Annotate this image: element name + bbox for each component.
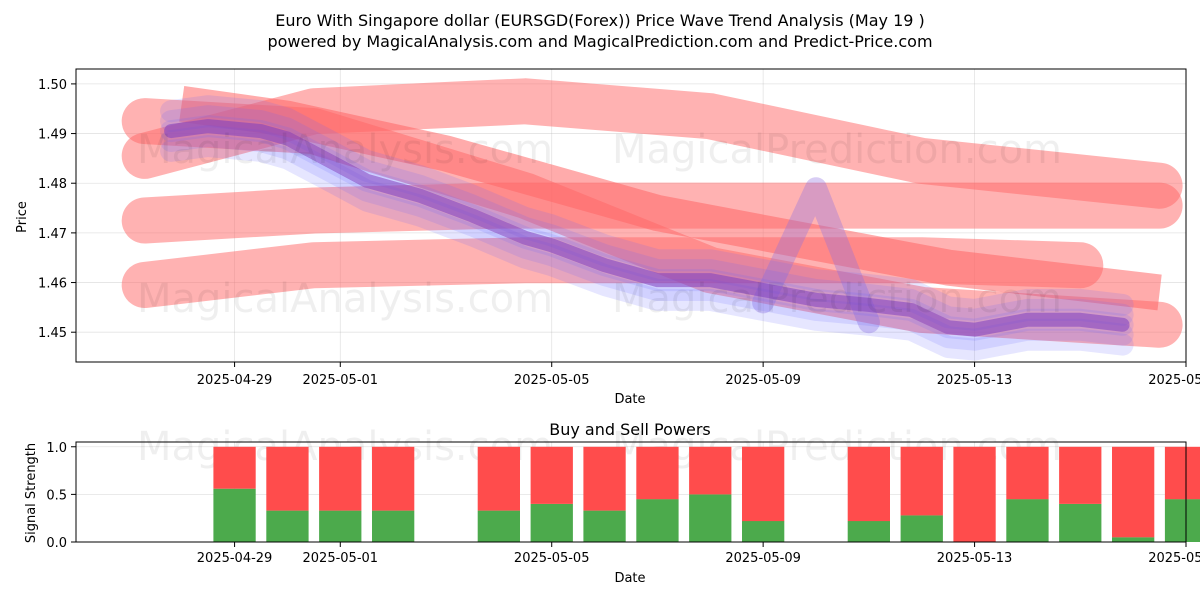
signal-y-axis: 0.0 0.5 1.0 — [46, 441, 76, 551]
price-wave-band — [160, 135, 1134, 361]
sell-bar — [266, 446, 309, 511]
signal-x-axis: 2025-04-29 2025-05-01 2025-05-05 2025-05-09… — [197, 542, 1200, 566]
sell-bar — [319, 446, 362, 511]
sell-bar — [213, 446, 256, 489]
price-wave-band — [160, 125, 1134, 351]
y-tick-label: 0.0 — [46, 536, 67, 551]
x-tick-label: 2025-05-09 — [725, 373, 801, 388]
price-y-axis: 1.45 1.46 1.47 1.48 1.49 1.50 — [38, 78, 76, 341]
buy-bar — [742, 521, 785, 542]
buy-bar — [1112, 537, 1155, 542]
x-tick-label: 2025-05-05 — [514, 551, 590, 566]
x-tick-label: 2025-05-13 — [937, 373, 1013, 388]
price-x-label: Date — [614, 392, 645, 407]
x-tick-label: 2025-05-05 — [514, 373, 590, 388]
sell-bar — [477, 446, 520, 511]
watermark-prediction: MagicalPrediction.com — [612, 276, 1062, 322]
wave-spike — [752, 177, 880, 334]
price-series — [160, 95, 1134, 361]
sell-bar — [1164, 446, 1200, 500]
y-tick-label: 0.5 — [46, 488, 67, 503]
chart-title-line1: Euro With Singapore dollar (EURSGD(Forex… — [275, 11, 925, 30]
buy-bar — [583, 510, 626, 542]
price-line — [164, 119, 1130, 337]
buy-bar — [1059, 503, 1102, 542]
sell-bar — [1059, 446, 1102, 504]
buy-bar — [372, 510, 415, 542]
buy-bar — [319, 510, 362, 542]
watermark-analysis: MagicalAnalysis.com — [137, 127, 553, 173]
price-chart: MagicalAnalysis.com MagicalPrediction.co… — [15, 68, 1200, 407]
sell-bar — [689, 446, 732, 495]
price-chart-frame — [75, 68, 1187, 363]
sell-bar — [1112, 446, 1155, 538]
buy-bar — [213, 488, 256, 542]
price-y-label: Price — [15, 201, 30, 233]
buy-bar — [900, 515, 943, 542]
y-tick-label: 1.45 — [38, 326, 67, 341]
sell-bar — [583, 446, 626, 511]
x-tick-label: 2025-05-01 — [303, 373, 379, 388]
sell-bar — [900, 446, 943, 516]
x-tick-label: 2025-05-17 — [1148, 551, 1200, 566]
sell-bar — [847, 446, 890, 522]
y-tick-label: 1.46 — [38, 277, 67, 292]
price-wave-band — [160, 95, 1134, 321]
sell-bar — [742, 446, 785, 522]
buy-bar — [266, 510, 309, 542]
x-tick-label: 2025-04-29 — [197, 551, 273, 566]
signal-bars — [213, 446, 1200, 542]
signal-x-label: Date — [614, 571, 645, 586]
x-tick-label: 2025-05-01 — [303, 551, 379, 566]
sell-bar — [636, 446, 679, 500]
chart-title-line2: powered by MagicalAnalysis.com and Magic… — [267, 32, 932, 51]
y-tick-label: 1.48 — [38, 177, 67, 192]
signal-y-label: Signal Strength — [24, 443, 39, 543]
x-tick-label: 2025-05-13 — [937, 551, 1013, 566]
signal-chart-title: Buy and Sell Powers — [549, 420, 711, 439]
buy-bar — [1006, 499, 1049, 542]
watermark-analysis: MagicalAnalysis.com — [137, 276, 553, 322]
y-tick-label: 1.0 — [46, 441, 67, 456]
y-tick-label: 1.50 — [38, 78, 67, 93]
buy-bar — [847, 521, 890, 542]
sell-bar — [372, 446, 415, 511]
price-x-axis: 2025-04-29 2025-05-01 2025-05-05 2025-05-09… — [197, 362, 1200, 388]
signal-chart: Buy and Sell Powers MagicalAnalysis.com … — [24, 420, 1200, 586]
buy-bar — [1164, 499, 1200, 542]
wave-bands — [121, 78, 1183, 348]
buy-bar — [636, 499, 679, 542]
watermark-prediction: MagicalPrediction.com — [612, 127, 1062, 173]
y-tick-label: 1.49 — [38, 128, 67, 143]
sell-bar — [1006, 446, 1049, 500]
x-tick-label: 2025-05-09 — [725, 551, 801, 566]
x-tick-label: 2025-04-29 — [197, 373, 273, 388]
sell-bar — [530, 446, 573, 504]
buy-bar — [477, 510, 520, 542]
wave-band — [179, 85, 1162, 311]
price-wave-band — [160, 105, 1134, 331]
y-tick-label: 1.47 — [38, 227, 67, 242]
buy-bar — [530, 503, 573, 542]
sell-bar — [953, 446, 996, 542]
buy-bar — [689, 494, 732, 542]
signal-chart-frame — [75, 441, 1187, 543]
watermarks-top: MagicalAnalysis.com MagicalPrediction.co… — [137, 127, 1062, 322]
x-tick-label: 2025-05-17 — [1148, 373, 1200, 388]
